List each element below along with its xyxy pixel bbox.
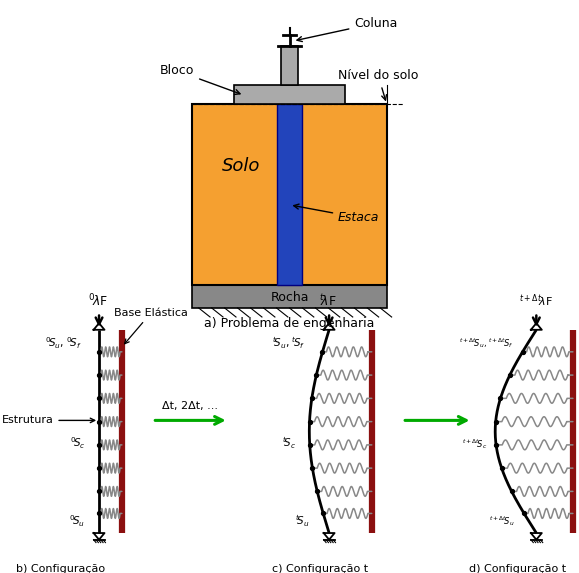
Text: $^0\!S_u$, $^0\!S_f$: $^0\!S_u$, $^0\!S_f$ — [46, 335, 82, 351]
Text: $^{t+\Delta t}\!\lambda$F: $^{t+\Delta t}\!\lambda$F — [519, 292, 554, 309]
Text: Estrutura: Estrutura — [2, 415, 95, 425]
Bar — [281, 46, 298, 85]
Text: $^{t+\Delta t}\!S_c$: $^{t+\Delta t}\!S_c$ — [461, 437, 487, 450]
Text: d) Configuração t: d) Configuração t — [470, 564, 567, 573]
Bar — [234, 85, 345, 104]
Text: a) Problema de engenharia: a) Problema de engenharia — [204, 317, 375, 330]
Text: $^t\!S_u$, $^t\!S_f$: $^t\!S_u$, $^t\!S_f$ — [273, 335, 306, 351]
Text: Base Elástica: Base Elástica — [114, 308, 188, 344]
Text: $^0\!S_c$: $^0\!S_c$ — [69, 436, 85, 452]
Text: Estaca: Estaca — [294, 204, 379, 224]
Text: Δt, 2Δt, ...: Δt, 2Δt, ... — [163, 401, 218, 411]
Text: $^0\!S_u$: $^0\!S_u$ — [69, 513, 85, 529]
Bar — [277, 104, 302, 285]
Text: $^t\!\lambda$F: $^t\!\lambda$F — [318, 293, 336, 309]
Text: Bloco: Bloco — [160, 64, 240, 95]
Text: $^{t+\Delta t}\!S_u$: $^{t+\Delta t}\!S_u$ — [489, 514, 515, 528]
Text: Coluna: Coluna — [297, 17, 398, 42]
Text: Nível do solo: Nível do solo — [338, 69, 419, 100]
Text: b) Configuração
indeformada: t=0: b) Configuração indeformada: t=0 — [12, 564, 111, 573]
Text: $^t\!S_u$: $^t\!S_u$ — [295, 513, 310, 529]
Text: $^{t+\Delta t}\!S_u$, $^{t+\Delta t}\!S_f$: $^{t+\Delta t}\!S_u$, $^{t+\Delta t}\!S_… — [459, 336, 514, 350]
Text: Solo: Solo — [222, 157, 260, 175]
Bar — [192, 104, 387, 285]
Text: Rocha: Rocha — [270, 291, 309, 304]
Text: c) Configuração t: c) Configuração t — [272, 564, 368, 573]
Text: $^t\!S_c$: $^t\!S_c$ — [282, 436, 296, 452]
Bar — [192, 285, 387, 308]
Text: $^0\!\lambda$F: $^0\!\lambda$F — [87, 292, 108, 309]
